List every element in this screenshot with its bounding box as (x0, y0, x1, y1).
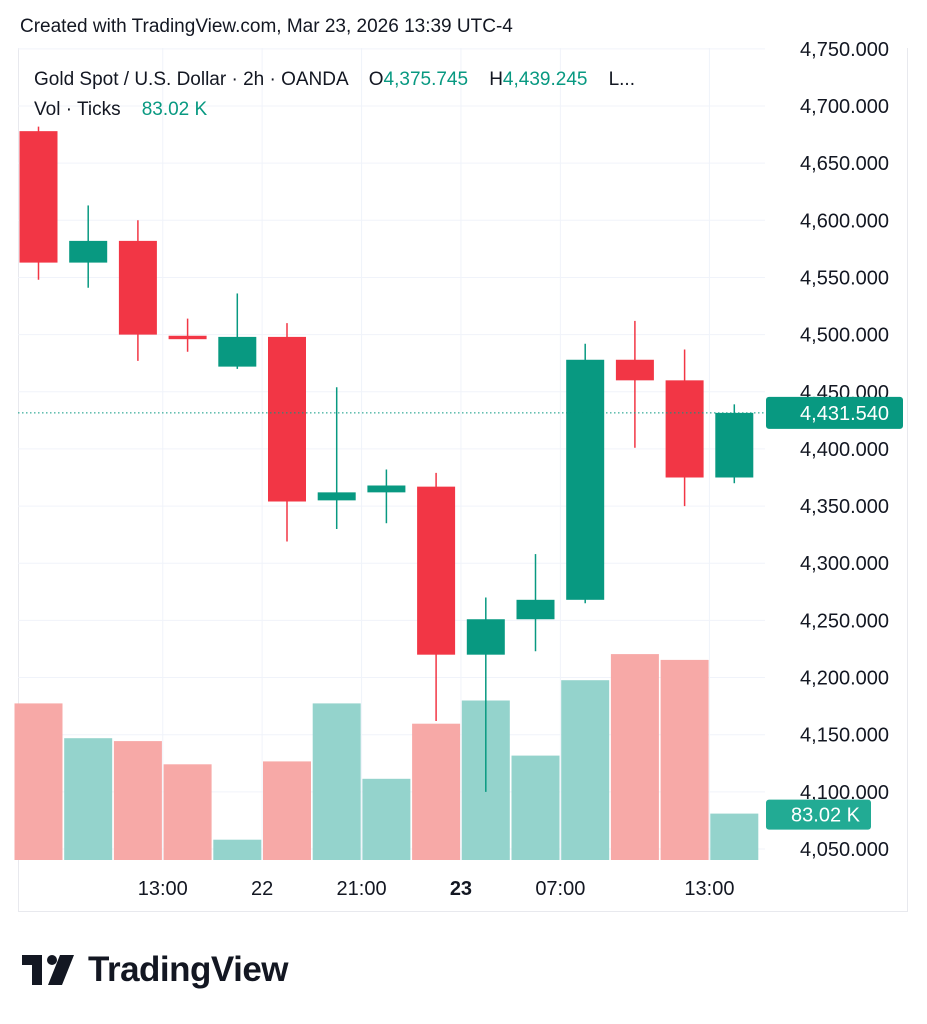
candle (615, 320, 654, 448)
time-axis: 13:00 22 21:00 23 07:00 13:00 (138, 878, 735, 900)
price-axis: 4,750.000 4,700.000 4,650.000 4,600.000 4,55… (800, 39, 889, 861)
candle-body (317, 492, 356, 501)
candle (566, 343, 605, 604)
tradingview-logo-icon (22, 955, 74, 985)
x-tick-label: 07:00 (535, 878, 585, 900)
candle (268, 323, 306, 542)
y-tick-label: 4,200.000 (800, 668, 889, 690)
volume-bar (610, 654, 659, 860)
candle-body (516, 599, 555, 620)
legend-volume-value: 83.02 K (141, 99, 208, 120)
volume-bar (14, 703, 63, 860)
candlestick-chart[interactable]: 4,750.000 4,700.000 4,650.000 4,600.000 4,55… (0, 0, 927, 920)
candle-body (417, 486, 456, 655)
legend-symbol[interactable]: Gold Spot / U.S. Dollar · 2h · OANDA (34, 69, 348, 90)
volume-bars (14, 654, 759, 860)
axis-badges: 4,431.540 83.02 K (766, 396, 903, 830)
volume-bar (561, 680, 610, 860)
candle-body (268, 336, 306, 502)
candle-body (566, 359, 605, 600)
x-tick-label: 22 (251, 878, 273, 900)
candle-body (665, 380, 704, 478)
x-tick-label: 23 (450, 878, 472, 900)
volume-bar (312, 703, 361, 860)
chart-legend: Gold Spot / U.S. Dollar · 2h · OANDA O4,… (34, 66, 635, 124)
candle (218, 293, 257, 369)
volume-bar (163, 764, 212, 860)
candle (168, 318, 207, 352)
tradingview-logo[interactable]: TradingView (22, 950, 289, 990)
volume-bar (263, 761, 311, 860)
candle-body (367, 485, 406, 493)
candle-body (118, 240, 157, 335)
y-tick-label: 4,400.000 (800, 439, 889, 461)
candle (715, 404, 754, 484)
legend-volume-label[interactable]: Vol · Ticks (34, 99, 121, 120)
candle (317, 387, 356, 529)
x-tick-label: 13:00 (684, 878, 734, 900)
created-with-text: Created with TradingView.com, Mar 23, 20… (20, 16, 513, 37)
candle (516, 554, 555, 652)
candle (665, 349, 704, 507)
candle-body (218, 336, 257, 367)
y-tick-label: 4,750.000 (800, 39, 889, 61)
y-tick-label: 4,300.000 (800, 553, 889, 575)
x-tick-label: 21:00 (337, 878, 387, 900)
candle-body (69, 240, 108, 263)
volume-bar (412, 723, 461, 860)
candle-body (615, 359, 654, 381)
candle (466, 597, 505, 792)
legend-high-label: H (489, 69, 503, 90)
candle-body (168, 335, 207, 340)
y-tick-label: 4,250.000 (800, 610, 889, 632)
last-volume-badge-bg (766, 799, 871, 830)
volume-bar (660, 659, 709, 860)
legend-high-value: 4,439.245 (502, 69, 588, 90)
chart-frame (18, 48, 908, 912)
volume-bar (113, 741, 162, 860)
y-tick-label: 4,050.000 (800, 839, 889, 861)
legend-open-value: 4,375.745 (383, 69, 469, 90)
last-price-label: 4,431.540 (800, 403, 889, 425)
last-volume-badge: 83.02 K (766, 799, 871, 830)
legend-open-label: O (368, 69, 384, 90)
volume-bar (511, 755, 560, 860)
y-tick-label: 4,700.000 (800, 96, 889, 118)
y-tick-label: 4,500.000 (800, 325, 889, 347)
candle (118, 220, 157, 361)
candle (367, 469, 406, 524)
candle-body (715, 412, 754, 478)
y-tick-label: 4,150.000 (800, 725, 889, 747)
y-tick-label: 4,550.000 (800, 267, 889, 289)
volume-bar (213, 839, 262, 860)
last-price-badge-bg (766, 396, 903, 429)
candle-body (19, 131, 58, 263)
volume-bar (64, 738, 113, 860)
y-tick-label: 4,350.000 (800, 496, 889, 518)
candle (19, 126, 58, 280)
candle (417, 472, 456, 721)
tradingview-brand: TradingView (88, 950, 289, 989)
y-tick-label: 4,650.000 (800, 153, 889, 175)
x-tick-label: 13:00 (138, 878, 188, 900)
y-tick-label: 4,100.000 (800, 782, 889, 804)
candle (69, 205, 108, 288)
volume-bar (362, 778, 411, 860)
candle-body (466, 619, 505, 655)
legend-more[interactable]: L... (608, 69, 635, 90)
last-volume-label: 83.02 K (791, 805, 861, 827)
volume-bar (710, 813, 759, 860)
y-tick-label: 4,600.000 (800, 210, 889, 232)
last-price-badge: 4,431.540 (766, 396, 903, 429)
candles (19, 126, 754, 792)
